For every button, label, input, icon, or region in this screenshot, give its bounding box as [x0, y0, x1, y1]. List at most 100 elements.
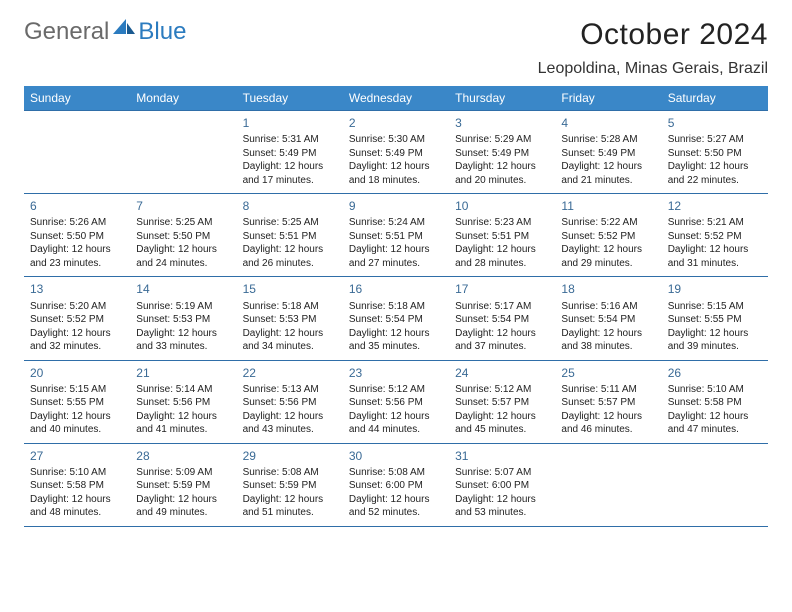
- sunrise-text: Sunrise: 5:14 AM: [136, 383, 230, 397]
- day-number: 22: [243, 365, 337, 381]
- day-cell: 11Sunrise: 5:22 AMSunset: 5:52 PMDayligh…: [555, 196, 661, 276]
- day-number: 13: [30, 281, 124, 297]
- sunrise-text: Sunrise: 5:08 AM: [349, 466, 443, 480]
- daylight-text: Daylight: 12 hours and 18 minutes.: [349, 160, 443, 187]
- day-header-saturday: Saturday: [662, 86, 768, 110]
- day-cell: 20Sunrise: 5:15 AMSunset: 5:55 PMDayligh…: [24, 363, 130, 443]
- sunrise-text: Sunrise: 5:12 AM: [349, 383, 443, 397]
- day-cell: 15Sunrise: 5:18 AMSunset: 5:53 PMDayligh…: [237, 279, 343, 359]
- day-number: 2: [349, 115, 443, 131]
- day-cell: 4Sunrise: 5:28 AMSunset: 5:49 PMDaylight…: [555, 113, 661, 193]
- day-cell: 18Sunrise: 5:16 AMSunset: 5:54 PMDayligh…: [555, 279, 661, 359]
- day-header-row: Sunday Monday Tuesday Wednesday Thursday…: [24, 86, 768, 110]
- weeks-container: 1Sunrise: 5:31 AMSunset: 5:49 PMDaylight…: [24, 110, 768, 527]
- sunset-text: Sunset: 5:50 PM: [668, 147, 762, 161]
- daylight-text: Daylight: 12 hours and 24 minutes.: [136, 243, 230, 270]
- sunset-text: Sunset: 5:56 PM: [136, 396, 230, 410]
- day-cell: [130, 113, 236, 193]
- sunrise-text: Sunrise: 5:25 AM: [136, 216, 230, 230]
- sunset-text: Sunset: 5:59 PM: [243, 479, 337, 493]
- daylight-text: Daylight: 12 hours and 41 minutes.: [136, 410, 230, 437]
- header: General Blue October 2024 Leopoldina, Mi…: [24, 18, 768, 78]
- calendar: Sunday Monday Tuesday Wednesday Thursday…: [24, 86, 768, 527]
- day-cell: [24, 113, 130, 193]
- sunrise-text: Sunrise: 5:11 AM: [561, 383, 655, 397]
- sunset-text: Sunset: 5:49 PM: [349, 147, 443, 161]
- day-cell: 21Sunrise: 5:14 AMSunset: 5:56 PMDayligh…: [130, 363, 236, 443]
- sunset-text: Sunset: 5:54 PM: [349, 313, 443, 327]
- day-cell: 12Sunrise: 5:21 AMSunset: 5:52 PMDayligh…: [662, 196, 768, 276]
- sunset-text: Sunset: 5:50 PM: [136, 230, 230, 244]
- sunset-text: Sunset: 5:59 PM: [136, 479, 230, 493]
- sunrise-text: Sunrise: 5:25 AM: [243, 216, 337, 230]
- brand-text-general: General: [24, 18, 109, 46]
- daylight-text: Daylight: 12 hours and 17 minutes.: [243, 160, 337, 187]
- day-number: 31: [455, 448, 549, 464]
- sunrise-text: Sunrise: 5:18 AM: [349, 300, 443, 314]
- day-header-tuesday: Tuesday: [237, 86, 343, 110]
- day-number: 20: [30, 365, 124, 381]
- day-number: 7: [136, 198, 230, 214]
- day-cell: 14Sunrise: 5:19 AMSunset: 5:53 PMDayligh…: [130, 279, 236, 359]
- daylight-text: Daylight: 12 hours and 31 minutes.: [668, 243, 762, 270]
- daylight-text: Daylight: 12 hours and 21 minutes.: [561, 160, 655, 187]
- sunset-text: Sunset: 5:53 PM: [243, 313, 337, 327]
- day-cell: 31 Sunrise: 5:07 AMSunset: 6:00 PMDayligh…: [449, 446, 555, 526]
- sunrise-text: Sunrise: 5:08 AM: [243, 466, 337, 480]
- week-row: 6Sunrise: 5:26 AMSunset: 5:50 PMDaylight…: [24, 194, 768, 277]
- daylight-text: Daylight: 12 hours and 27 minutes.: [349, 243, 443, 270]
- sunrise-text: Sunrise: 5:30 AM: [349, 133, 443, 147]
- day-cell: [662, 446, 768, 526]
- day-cell: 23Sunrise: 5:12 AMSunset: 5:56 PMDayligh…: [343, 363, 449, 443]
- day-number: 16: [349, 281, 443, 297]
- title-block: October 2024 Leopoldina, Minas Gerais, B…: [538, 18, 768, 78]
- sunset-text: Sunset: 5:53 PM: [136, 313, 230, 327]
- brand-logo: General Blue: [24, 18, 186, 46]
- sunset-text: Sunset: 5:51 PM: [349, 230, 443, 244]
- day-cell: 2 Sunrise: 5:30 AMSunset: 5:49 PMDaylight…: [343, 113, 449, 193]
- daylight-text: Daylight: 12 hours and 49 minutes.: [136, 493, 230, 520]
- sunset-text: Sunset: 5:51 PM: [243, 230, 337, 244]
- daylight-text: Daylight: 12 hours and 38 minutes.: [561, 327, 655, 354]
- day-number: 10: [455, 198, 549, 214]
- day-number: 27: [30, 448, 124, 464]
- sunrise-text: Sunrise: 5:16 AM: [561, 300, 655, 314]
- daylight-text: Daylight: 12 hours and 22 minutes.: [668, 160, 762, 187]
- sunrise-text: Sunrise: 5:17 AM: [455, 300, 549, 314]
- day-cell: 13Sunrise: 5:20 AMSunset: 5:52 PMDayligh…: [24, 279, 130, 359]
- day-header-monday: Monday: [130, 86, 236, 110]
- day-number: 15: [243, 281, 337, 297]
- day-number: 3: [455, 115, 549, 131]
- sunrise-text: Sunrise: 5:26 AM: [30, 216, 124, 230]
- sunrise-text: Sunrise: 5:20 AM: [30, 300, 124, 314]
- sunrise-text: Sunrise: 5:07 AM: [455, 466, 549, 480]
- daylight-text: Daylight: 12 hours and 51 minutes.: [243, 493, 337, 520]
- daylight-text: Daylight: 12 hours and 46 minutes.: [561, 410, 655, 437]
- daylight-text: Daylight: 12 hours and 35 minutes.: [349, 327, 443, 354]
- day-cell: 27Sunrise: 5:10 AMSunset: 5:58 PMDayligh…: [24, 446, 130, 526]
- day-number: 26: [668, 365, 762, 381]
- sunset-text: Sunset: 5:52 PM: [561, 230, 655, 244]
- daylight-text: Daylight: 12 hours and 47 minutes.: [668, 410, 762, 437]
- daylight-text: Daylight: 12 hours and 53 minutes.: [455, 493, 549, 520]
- daylight-text: Daylight: 12 hours and 40 minutes.: [30, 410, 124, 437]
- day-number: 1: [243, 115, 337, 131]
- sunrise-text: Sunrise: 5:10 AM: [30, 466, 124, 480]
- daylight-text: Daylight: 12 hours and 43 minutes.: [243, 410, 337, 437]
- sunrise-text: Sunrise: 5:13 AM: [243, 383, 337, 397]
- sunset-text: Sunset: 5:58 PM: [30, 479, 124, 493]
- day-cell: 6Sunrise: 5:26 AMSunset: 5:50 PMDaylight…: [24, 196, 130, 276]
- week-row: 27 Sunrise: 5:10 AMSunset: 5:58 PM Dayligh…: [24, 444, 768, 527]
- day-cell: 25Sunrise: 5:11 AMSunset: 5:57 PMDayligh…: [555, 363, 661, 443]
- location-text: Leopoldina, Minas Gerais, Brazil: [538, 60, 768, 78]
- day-cell: 16 Sunrise: 5:18 AMSunset: 5:54 PMDayligh…: [343, 279, 449, 359]
- day-cell: 29Sunrise: 5:08 AMSunset: 5:59 PMDayligh…: [237, 446, 343, 526]
- day-cell: 5Sunrise: 5:27 AMSunset: 5:50 PMDaylight…: [662, 113, 768, 193]
- day-cell: 17Sunrise: 5:17 AMSunset: 5:54 PMDayligh…: [449, 279, 555, 359]
- day-cell: 26Sunrise: 5:10 AMSunset: 5:58 PMDayligh…: [662, 363, 768, 443]
- sunrise-text: Sunrise: 5:23 AM: [455, 216, 549, 230]
- day-cell: 3Sunrise: 5:29 AMSunset: 5:49 PMDaylight…: [449, 113, 555, 193]
- sunset-text: Sunset: 6:00 PM: [455, 479, 549, 493]
- day-number: 19: [668, 281, 762, 297]
- sunset-text: Sunset: 5:56 PM: [349, 396, 443, 410]
